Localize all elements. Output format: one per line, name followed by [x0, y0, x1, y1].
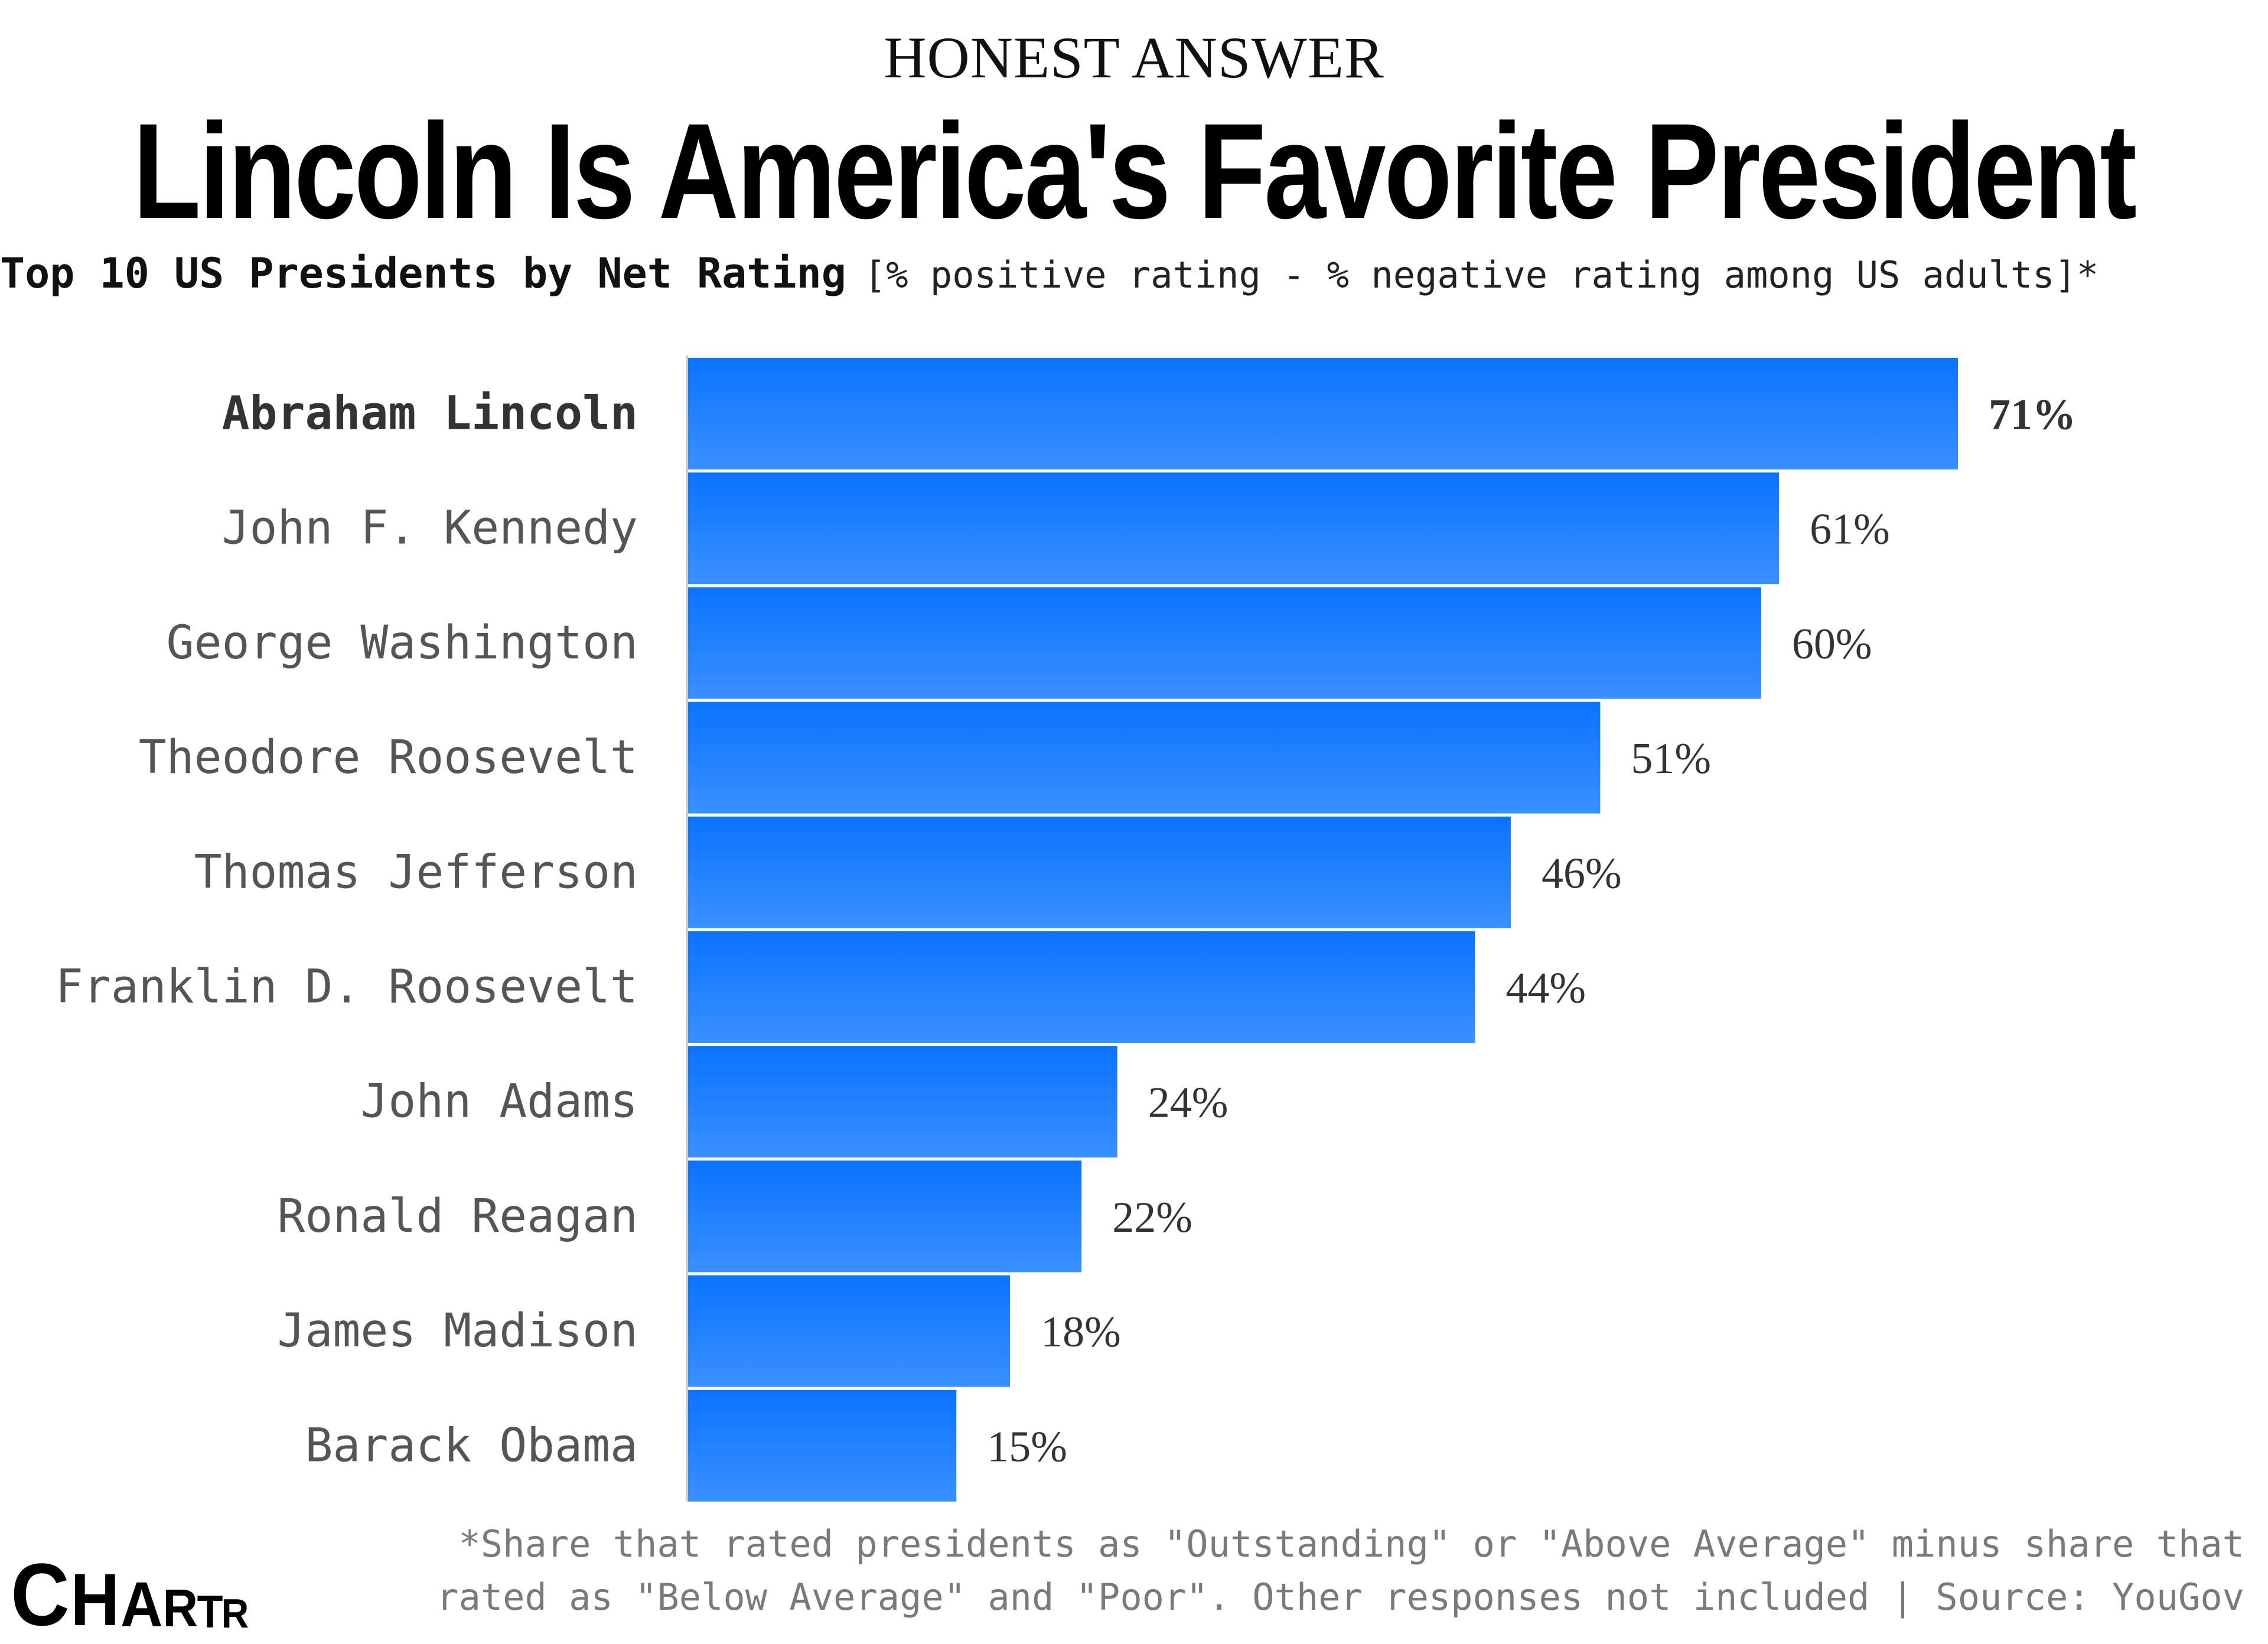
- value-label: 44%: [1506, 964, 1586, 1013]
- bar-theodore-roosevelt: [688, 702, 1601, 814]
- bar-john-f-kennedy: [688, 472, 1780, 585]
- value-label: 22%: [1112, 1193, 1192, 1242]
- subtitle-main: Top 10 US Presidents by Net Rating: [0, 249, 846, 298]
- category-label: George Washington: [167, 616, 638, 670]
- category-label: Theodore Roosevelt: [139, 731, 638, 784]
- bar-george-washington: [688, 587, 1761, 699]
- bar-abraham-lincoln: [688, 358, 1958, 469]
- value-label: 18%: [1041, 1308, 1121, 1356]
- logo-letter: T: [197, 1585, 223, 1638]
- category-label: Barack Obama: [305, 1419, 638, 1472]
- logo-letter: C: [11, 1545, 70, 1644]
- category-label: John Adams: [360, 1075, 638, 1128]
- chart-subtitle: Top 10 US Presidents by Net Rating [% po…: [0, 247, 2268, 300]
- chart-title: Lincoln Is America's Favorite President: [133, 95, 2137, 247]
- category-label: James Madison: [278, 1304, 638, 1358]
- kicker-title: HONEST ANSWER: [884, 25, 1384, 90]
- category-label: Thomas Jefferson: [194, 846, 638, 899]
- value-label: 60%: [1792, 620, 1872, 668]
- bar-john-adams: [688, 1046, 1117, 1158]
- logo-letter: R: [162, 1579, 198, 1638]
- bar-barack-obama: [688, 1389, 957, 1502]
- bar-franklin-d-roosevelt: [688, 931, 1475, 1043]
- category-label: Abraham Lincoln: [222, 387, 638, 441]
- value-label: 51%: [1631, 735, 1711, 783]
- subtitle-note: [% positive rating - % negative rating a…: [863, 253, 2099, 296]
- bar-ronald-reagan: [688, 1160, 1082, 1273]
- value-label: 24%: [1148, 1079, 1228, 1127]
- bar-james-madison: [688, 1275, 1011, 1387]
- category-label: Ronald Reagan: [278, 1190, 638, 1243]
- footnote: *Share that rated presidents as "Outstan…: [307, 1518, 2244, 1630]
- footnote-line-2: rated as "Below Average" and "Poor". Oth…: [436, 1576, 2244, 1619]
- value-label: 15%: [987, 1423, 1067, 1471]
- value-label: 71%: [1989, 391, 2076, 439]
- bar-thomas-jefferson: [688, 816, 1511, 928]
- logo-letter: H: [70, 1559, 120, 1641]
- chartr-logo: C H A R T R: [8, 1545, 292, 1644]
- chart-title-container: Lincoln Is America's Favorite President: [0, 100, 2268, 242]
- value-label: 61%: [1810, 505, 1890, 554]
- chart-subtitle-row: Top 10 US Presidents by Net Rating [% po…: [0, 247, 2098, 302]
- category-label: John F. Kennedy: [222, 502, 638, 555]
- footnote-line-1: *Share that rated presidents as "Outstan…: [458, 1522, 2245, 1565]
- logo-letter: R: [221, 1590, 249, 1636]
- bars-group: Abraham Lincoln 71% John F. Kennedy 61% Geor…: [56, 358, 2076, 1502]
- category-label: Franklin D. Roosevelt: [56, 961, 638, 1014]
- logo-letter: A: [120, 1568, 162, 1640]
- value-label: 46%: [1542, 849, 1622, 898]
